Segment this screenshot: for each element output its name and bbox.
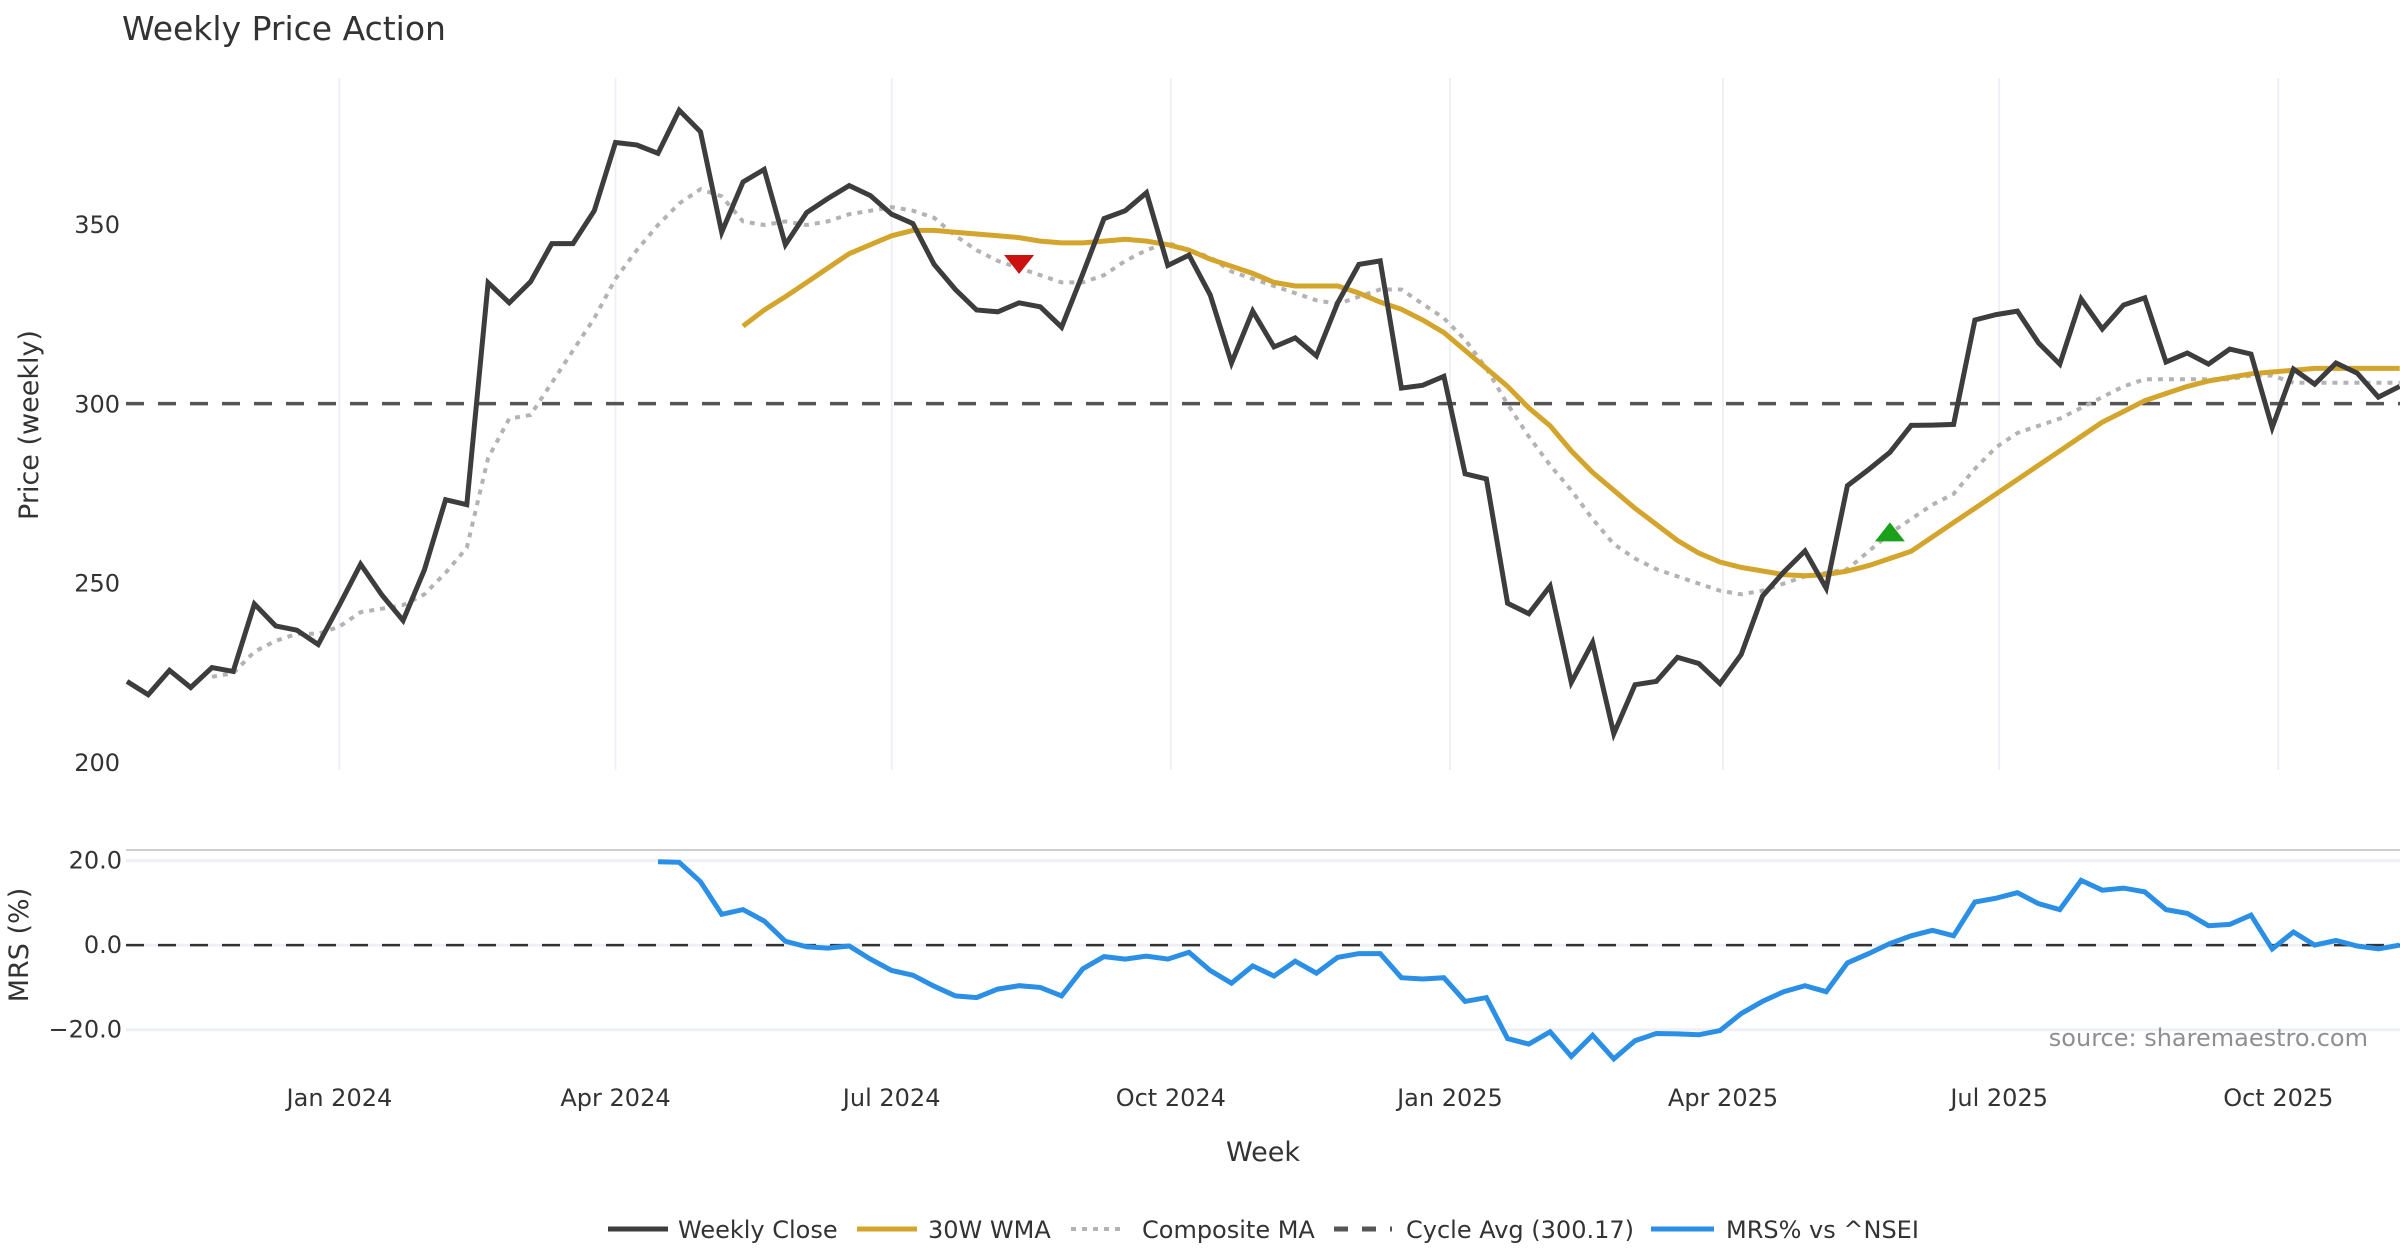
x-tick-label: Jul 2025 bbox=[1948, 1084, 2048, 1112]
signal-markers bbox=[1004, 254, 1905, 542]
legend-label: 30W WMA bbox=[928, 1216, 1051, 1244]
mrs-line bbox=[657, 859, 2400, 1063]
legend-label: MRS% vs ^NSEI bbox=[1726, 1216, 1919, 1244]
mrs-y-tick-label: 20.0 bbox=[69, 847, 122, 875]
price-y-axis-title: Price (weekly) bbox=[14, 330, 45, 520]
price-y-tick-label: 200 bbox=[74, 749, 120, 777]
x-tick-label: Jul 2024 bbox=[841, 1084, 941, 1112]
mrs-series bbox=[657, 859, 2400, 1063]
mrs-y-axis-ticks: 20.0 0.0 −20.0 bbox=[48, 847, 122, 1044]
source-annotation: source: sharemaestro.com bbox=[2049, 1024, 2368, 1052]
buy-signal-marker bbox=[1874, 522, 1905, 542]
x-tick-label: Apr 2024 bbox=[560, 1084, 670, 1112]
x-axis-title: Week bbox=[1226, 1137, 1300, 1168]
x-tick-label: Oct 2025 bbox=[2223, 1084, 2333, 1112]
legend-label: Cycle Avg (300.17) bbox=[1406, 1216, 1634, 1244]
legend-item-cycle-avg[interactable]: Cycle Avg (300.17) bbox=[1334, 1216, 1634, 1244]
legend-item-mrs[interactable]: MRS% vs ^NSEI bbox=[1651, 1216, 1919, 1244]
mrs-y-tick-label: −20.0 bbox=[48, 1016, 122, 1044]
price-panel-gridlines bbox=[338, 78, 2280, 770]
price-y-tick-label: 350 bbox=[74, 211, 120, 239]
price-y-tick-label: 250 bbox=[74, 570, 120, 598]
legend-item-composite-ma[interactable]: Composite MA bbox=[1071, 1216, 1315, 1244]
price-y-tick-label: 300 bbox=[74, 390, 120, 418]
legend-label: Composite MA bbox=[1142, 1216, 1315, 1244]
mrs-y-tick-label: 0.0 bbox=[84, 931, 122, 959]
mrs-y-axis-title: MRS (%) bbox=[4, 888, 35, 1003]
legend-label: Weekly Close bbox=[678, 1216, 838, 1244]
x-tick-label: Oct 2024 bbox=[1116, 1084, 1226, 1112]
chart-title: Weekly Price Action bbox=[122, 9, 446, 48]
mrs-panel-gridlines bbox=[126, 849, 2400, 1032]
composite-ma-line bbox=[211, 186, 2400, 679]
legend-item-weekly-close[interactable]: Weekly Close bbox=[608, 1216, 838, 1244]
x-tick-label: Apr 2025 bbox=[1668, 1084, 1778, 1112]
30w-wma-line bbox=[741, 227, 2400, 579]
x-axis-ticks: Jan 2024 Apr 2024 Jul 2024 Oct 2024 Jan … bbox=[285, 1084, 2334, 1112]
price-y-axis-ticks: 200 250 300 350 bbox=[74, 211, 120, 777]
x-tick-label: Jan 2024 bbox=[285, 1084, 393, 1112]
sell-signal-marker bbox=[1004, 254, 1035, 274]
price-series bbox=[125, 106, 2400, 742]
legend: Weekly Close 30W WMA Composite MA Cycle … bbox=[608, 1216, 1919, 1244]
legend-item-30w-wma[interactable]: 30W WMA bbox=[857, 1216, 1051, 1244]
weekly-close-line bbox=[125, 106, 2400, 742]
x-tick-label: Jan 2025 bbox=[1395, 1084, 1503, 1112]
